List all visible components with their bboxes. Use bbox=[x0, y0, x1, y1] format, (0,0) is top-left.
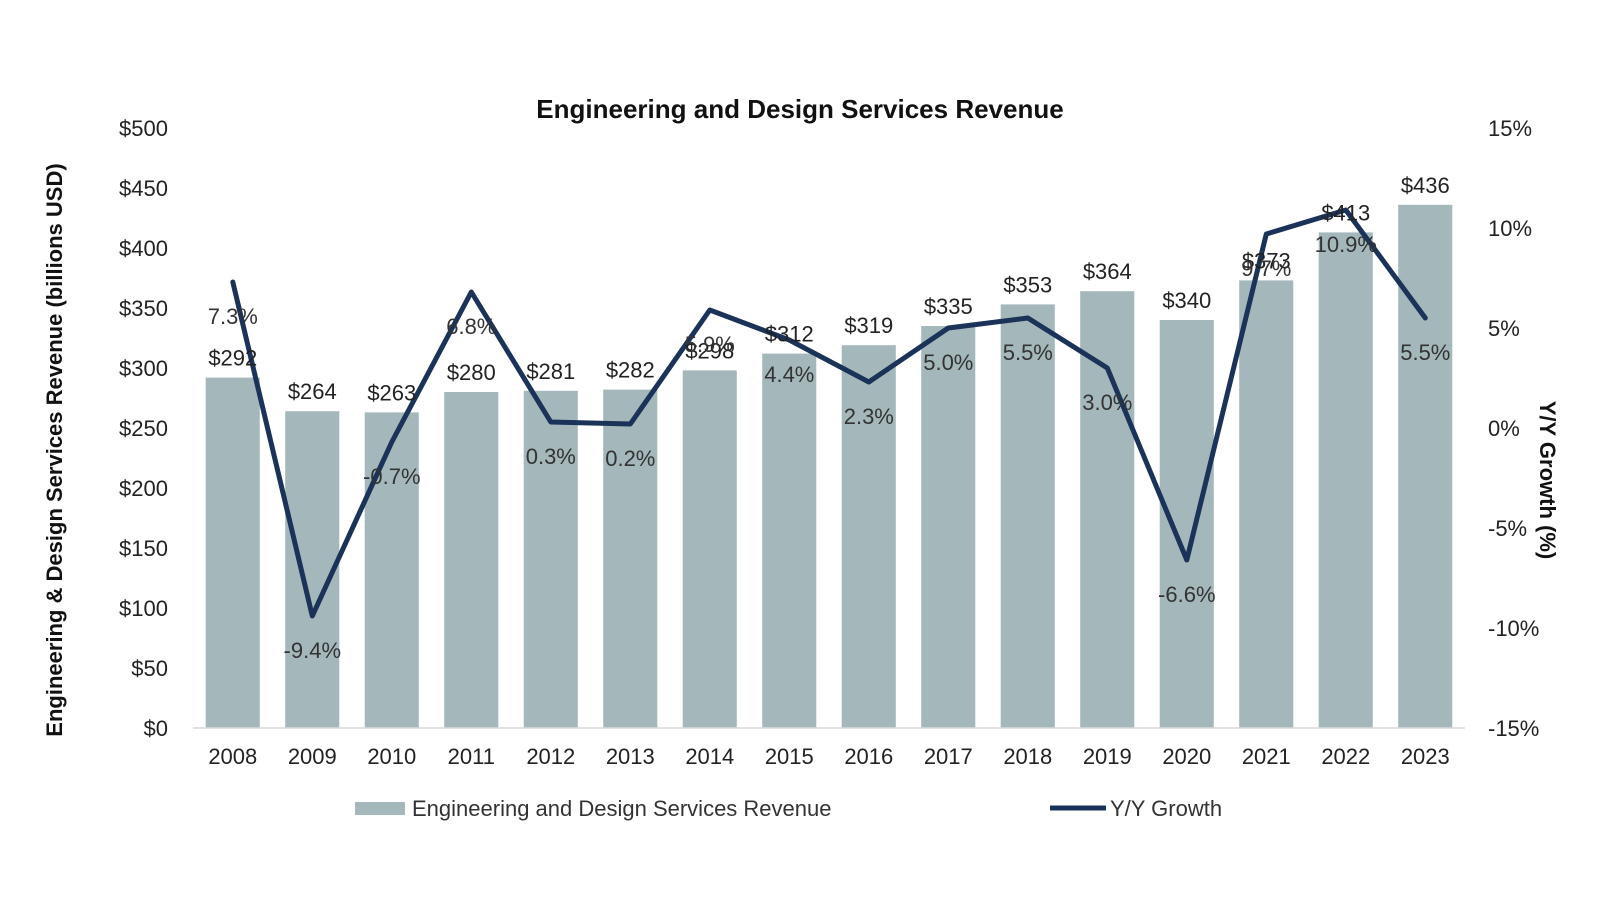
growth-value-label: -6.6% bbox=[1158, 582, 1215, 607]
bar-2021 bbox=[1239, 280, 1294, 728]
bar-2019 bbox=[1080, 291, 1135, 728]
growth-value-label: 10.9% bbox=[1315, 232, 1377, 257]
bar-value-label: $282 bbox=[606, 358, 655, 383]
bar-2016 bbox=[841, 345, 896, 728]
bar-value-label: $264 bbox=[288, 379, 337, 404]
bar-series bbox=[205, 204, 1453, 729]
y-tick-label: $150 bbox=[119, 536, 168, 561]
x-tick-label: 2023 bbox=[1401, 744, 1450, 769]
y-tick-label: $50 bbox=[131, 656, 168, 681]
growth-line bbox=[230, 207, 1428, 619]
legend-bar-swatch bbox=[355, 802, 405, 815]
y-tick-label: $100 bbox=[119, 596, 168, 621]
growth-value-label: 5.9% bbox=[685, 332, 735, 357]
bar-2015 bbox=[762, 353, 817, 728]
bar-value-label: $364 bbox=[1083, 259, 1132, 284]
bar-value-label: $263 bbox=[367, 380, 416, 405]
bar-2020 bbox=[1159, 320, 1214, 728]
y2-tick-label: 0% bbox=[1488, 416, 1520, 441]
x-tick-label: 2011 bbox=[448, 744, 495, 769]
y2-tick-label: 10% bbox=[1488, 216, 1532, 241]
x-tick-label: 2012 bbox=[526, 744, 575, 769]
bar-value-label: $436 bbox=[1401, 173, 1450, 198]
bar-value-label: $292 bbox=[208, 346, 257, 371]
growth-value-label: 4.4% bbox=[764, 362, 814, 387]
y-tick-label: $300 bbox=[119, 356, 168, 381]
growth-value-label: 5.5% bbox=[1400, 340, 1450, 365]
x-tick-label: 2021 bbox=[1242, 744, 1291, 769]
growth-value-label: 5.0% bbox=[923, 350, 973, 375]
growth-value-label: 0.3% bbox=[526, 444, 576, 469]
growth-value-label: 2.3% bbox=[844, 404, 894, 429]
bar-value-label: $298 bbox=[685, 338, 734, 363]
data-labels: $292 $264 $263 $280 $281 $282 $298 $312 $319 $335… bbox=[208, 173, 1451, 663]
growth-value-label: 7.3% bbox=[208, 304, 258, 329]
y2-tick-label: -15% bbox=[1488, 716, 1539, 741]
bar-2011 bbox=[444, 392, 499, 728]
bar-value-label: $281 bbox=[526, 359, 575, 384]
legend-bar-label: Engineering and Design Services Revenue bbox=[412, 796, 831, 821]
bar-2018 bbox=[1000, 304, 1055, 728]
bar-value-label: $373 bbox=[1242, 248, 1291, 273]
y-tick-label: $0 bbox=[144, 716, 168, 741]
legend: Engineering and Design Services Revenue … bbox=[355, 796, 1222, 821]
bar-value-label: $319 bbox=[844, 313, 893, 338]
x-tick-label: 2018 bbox=[1003, 744, 1052, 769]
bar-value-label: $312 bbox=[765, 322, 814, 347]
bar-value-label: $340 bbox=[1162, 288, 1211, 313]
bar-2008 bbox=[205, 377, 260, 728]
growth-value-label: 5.5% bbox=[1003, 340, 1053, 365]
bar-2013 bbox=[603, 389, 658, 728]
y-tick-label: $200 bbox=[119, 476, 168, 501]
bar-2014 bbox=[682, 370, 737, 728]
bar-2009 bbox=[285, 411, 340, 728]
x-tick-label: 2008 bbox=[208, 744, 257, 769]
bar-value-label: $413 bbox=[1321, 200, 1370, 225]
bar-2022 bbox=[1318, 232, 1373, 728]
x-tick-label: 2020 bbox=[1162, 744, 1211, 769]
y2-tick-label: 15% bbox=[1488, 116, 1532, 141]
y-tick-label: $250 bbox=[119, 416, 168, 441]
growth-value-label: -0.7% bbox=[363, 464, 420, 489]
x-axis: 2008 2009 2010 2011 2012 2013 2014 2015 2016 2017… bbox=[193, 727, 1465, 769]
bar-2012 bbox=[523, 390, 578, 728]
y-axis-right: -15% -10% -5% 0% 5% 10% 15% bbox=[1488, 116, 1539, 741]
y2-tick-label: 5% bbox=[1488, 316, 1520, 341]
growth-value-label: 0.2% bbox=[605, 446, 655, 471]
x-tick-label: 2019 bbox=[1083, 744, 1132, 769]
bar-value-label: $335 bbox=[924, 294, 973, 319]
y2-tick-label: -10% bbox=[1488, 616, 1539, 641]
growth-value-label: 3.0% bbox=[1082, 390, 1132, 415]
y-axis-title: Engineering & Design Services Revenue (b… bbox=[42, 163, 67, 736]
y-tick-label: $500 bbox=[119, 116, 168, 141]
legend-line-label: Y/Y Growth bbox=[1110, 796, 1222, 821]
x-tick-label: 2016 bbox=[844, 744, 893, 769]
bar-2017 bbox=[921, 326, 976, 728]
y-tick-label: $350 bbox=[119, 296, 168, 321]
line-series bbox=[230, 207, 1428, 619]
y-axis-left: $0 $50 $100 $150 $200 $250 $300 $350 $400 $450 $50… bbox=[119, 116, 168, 741]
bar-2010 bbox=[364, 412, 419, 728]
x-tick-label: 2015 bbox=[765, 744, 814, 769]
y2-axis-title: Y/Y Growth (%) bbox=[1535, 401, 1560, 560]
growth-value-label: 6.8% bbox=[446, 314, 496, 339]
x-tick-label: 2014 bbox=[685, 744, 734, 769]
y2-tick-label: -5% bbox=[1488, 516, 1527, 541]
x-tick-label: 2010 bbox=[367, 744, 416, 769]
y-tick-label: $400 bbox=[119, 236, 168, 261]
growth-value-label: 9.7% bbox=[1241, 256, 1291, 281]
chart-title: Engineering and Design Services Revenue bbox=[536, 94, 1063, 124]
x-tick-label: 2009 bbox=[288, 744, 337, 769]
x-tick-label: 2017 bbox=[924, 744, 973, 769]
x-tick-label: 2013 bbox=[606, 744, 655, 769]
growth-value-label: -9.4% bbox=[284, 638, 341, 663]
x-tick-label: 2022 bbox=[1321, 744, 1370, 769]
bar-2023 bbox=[1398, 204, 1453, 729]
bar-value-label: $353 bbox=[1003, 272, 1052, 297]
bar-value-label: $280 bbox=[447, 360, 496, 385]
y-tick-label: $450 bbox=[119, 176, 168, 201]
